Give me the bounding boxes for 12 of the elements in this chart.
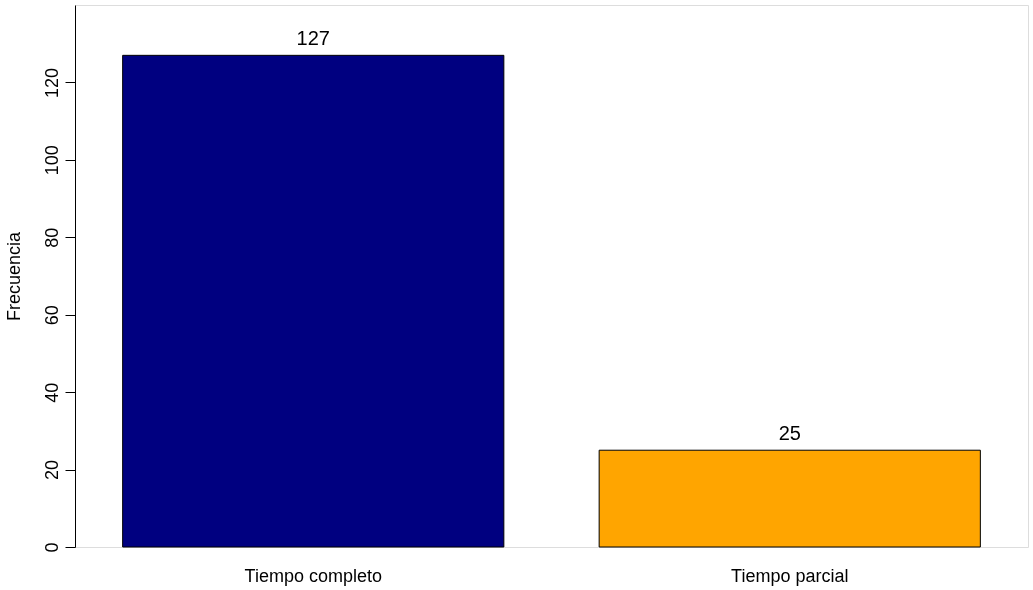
y-tick-label: 20 <box>41 460 62 481</box>
y-axis-title: Frecuencia <box>3 230 24 322</box>
y-tick-label: 100 <box>41 145 62 176</box>
y-tick-label: 80 <box>41 227 62 248</box>
data-label: 127 <box>296 27 330 50</box>
y-tick-label: 40 <box>41 382 62 403</box>
y-tick-label: 0 <box>41 542 62 553</box>
x-tick-label: Tiempo parcial <box>731 565 849 586</box>
x-tick-label: Tiempo completo <box>244 565 382 586</box>
y-tick-label: 120 <box>41 67 62 98</box>
y-tick-label: 60 <box>41 305 62 326</box>
data-label: 25 <box>778 422 801 445</box>
